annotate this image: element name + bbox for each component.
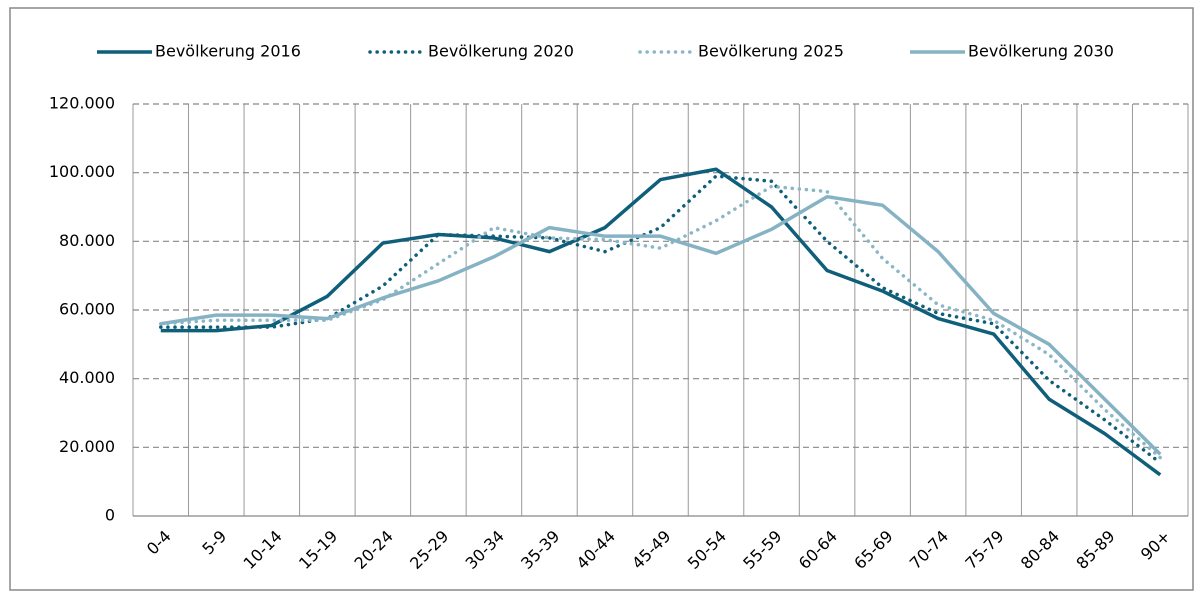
- legend-label: Bevölkerung 2020: [428, 42, 574, 61]
- chart-border: [9, 7, 1194, 591]
- series-line: [159, 184, 1162, 460]
- legend-label: Bevölkerung 2025: [698, 42, 844, 61]
- legend-label: Bevölkerung 2016: [155, 42, 301, 61]
- legend-label: Bevölkerung 2030: [968, 42, 1114, 61]
- y-tick-label: 120.000: [49, 94, 115, 113]
- y-tick-label: 100.000: [49, 162, 115, 181]
- y-tick-label: 0: [105, 506, 115, 525]
- y-tick-label: 20.000: [59, 437, 115, 456]
- y-tick-label: 80.000: [59, 231, 115, 250]
- y-tick-label: 40.000: [59, 368, 115, 387]
- series-line: [160, 194, 1162, 456]
- y-tick-label: 60.000: [59, 300, 115, 319]
- series-line: [160, 167, 1162, 477]
